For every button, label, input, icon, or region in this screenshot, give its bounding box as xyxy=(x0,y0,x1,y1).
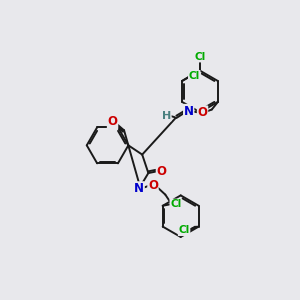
Text: O: O xyxy=(198,106,208,119)
Text: Cl: Cl xyxy=(178,225,190,236)
Text: Cl: Cl xyxy=(194,52,206,62)
Text: H: H xyxy=(162,111,171,121)
Text: O: O xyxy=(157,165,166,178)
Text: Cl: Cl xyxy=(189,71,200,81)
Text: Cl: Cl xyxy=(170,199,182,209)
Text: N: N xyxy=(134,182,144,195)
Text: O: O xyxy=(108,116,118,128)
Text: N: N xyxy=(184,105,194,118)
Text: O: O xyxy=(148,179,158,192)
